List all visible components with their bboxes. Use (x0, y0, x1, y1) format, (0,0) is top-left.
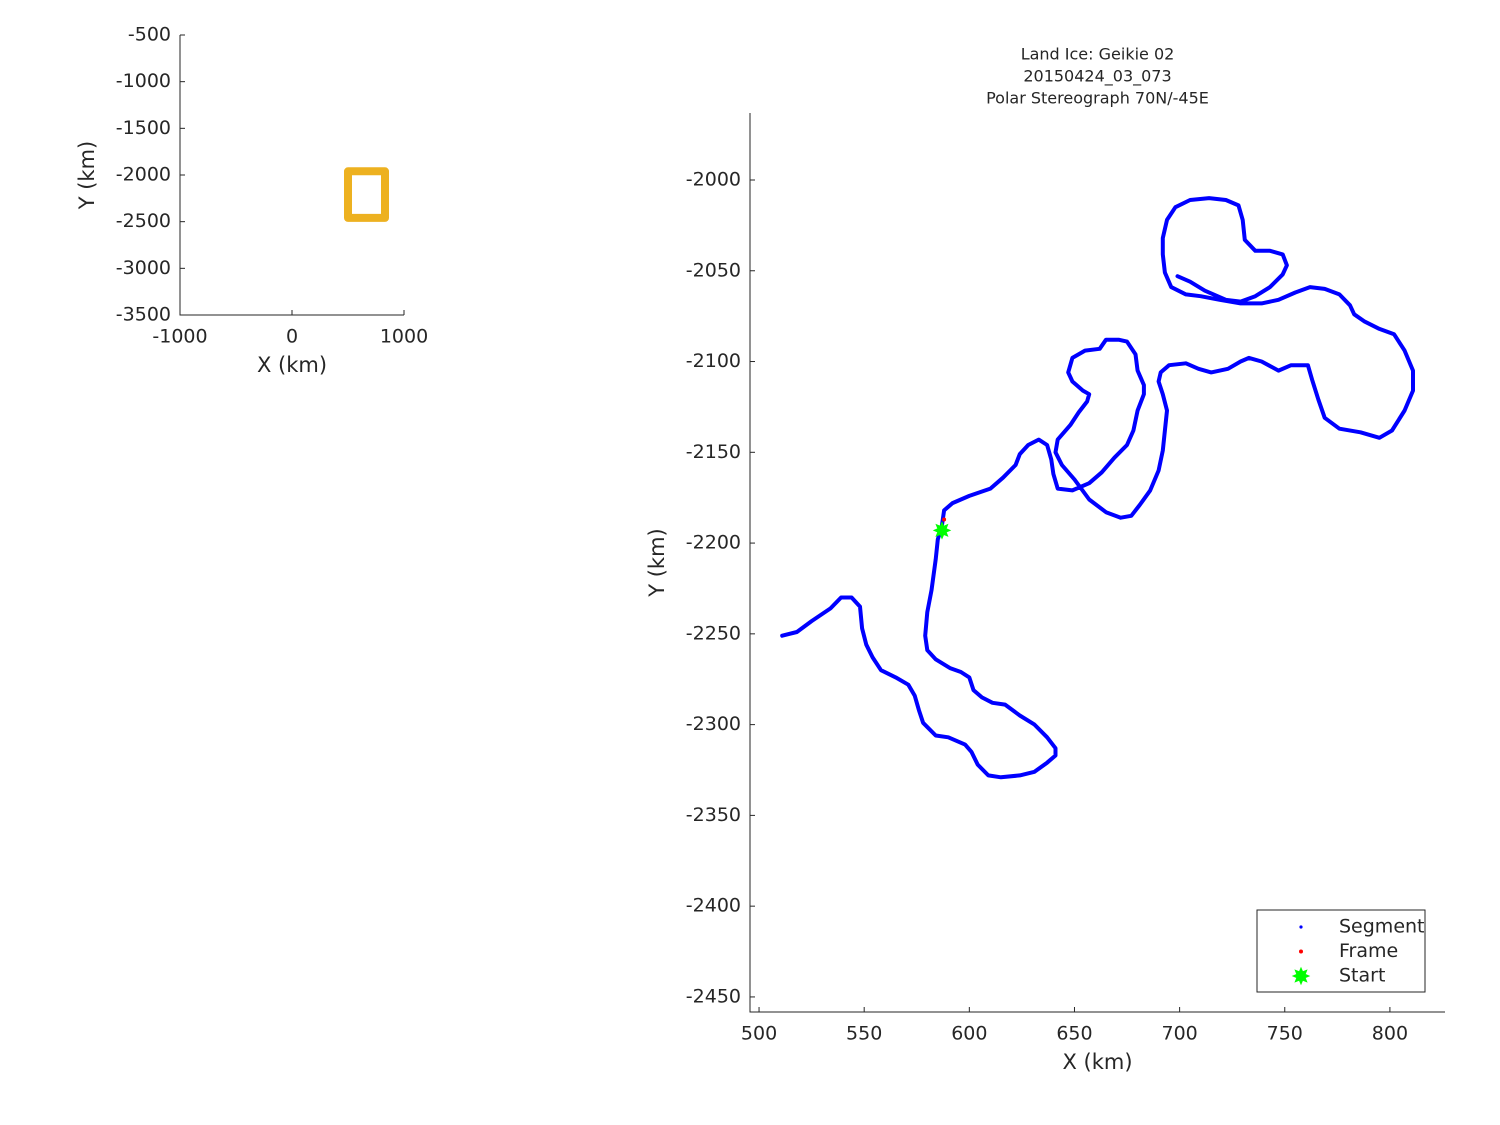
y-tick-label: -2350 (686, 804, 741, 826)
y-axis-label: Y (km) (645, 528, 669, 598)
x-axis-label: X (km) (257, 353, 327, 377)
y-tick-label: -2300 (686, 713, 741, 735)
track-line (344, 167, 389, 222)
x-tick-label: 800 (1372, 1023, 1408, 1045)
x-tick-label: 1000 (380, 326, 428, 348)
legend-marker (1291, 966, 1311, 986)
y-tick-label: -2500 (116, 210, 171, 232)
x-tick-label: 0 (286, 326, 298, 348)
y-tick-label: -2400 (686, 895, 741, 917)
x-tick-label: 750 (1267, 1023, 1303, 1045)
chart-title: Polar Stereograph 70N/-45E (986, 89, 1209, 108)
x-tick-label: -1000 (152, 326, 207, 348)
legend-label: Start (1339, 965, 1385, 987)
y-tick-label: -2250 (686, 622, 741, 644)
chart-title: Land Ice: Geikie 02 (1021, 45, 1175, 64)
y-tick-label: -3000 (116, 257, 171, 279)
x-tick-label: 600 (951, 1023, 987, 1045)
legend-entry: Start (1291, 965, 1385, 987)
y-tick-label: -1500 (116, 117, 171, 139)
legend-marker (1299, 949, 1303, 954)
y-tick-label: -500 (128, 24, 171, 46)
legend-entry: Segment (1299, 916, 1425, 938)
x-tick-label: 700 (1161, 1023, 1197, 1045)
y-tick-label: -2150 (686, 441, 741, 463)
y-axis-label: Y (km) (75, 141, 99, 211)
legend-label: Frame (1339, 940, 1398, 962)
x-tick-label: 500 (741, 1023, 777, 1045)
y-tick-label: -2000 (686, 168, 741, 190)
frame-marker (942, 517, 947, 522)
start-marker (932, 521, 952, 540)
y-tick-label: -3500 (116, 304, 171, 326)
track-line (780, 196, 1415, 780)
y-tick-label: -1000 (116, 70, 171, 92)
y-tick-label: -2100 (686, 350, 741, 372)
y-tick-label: -2000 (116, 164, 171, 186)
x-tick-label: 550 (846, 1023, 882, 1045)
legend-box (1256, 909, 1426, 993)
legend-marker (1299, 925, 1303, 929)
axes: 500 550 600 650 700 750 800 -2000 -2050 -2100 -215… (645, 45, 1445, 1074)
x-tick-label: 650 (1056, 1023, 1092, 1045)
y-tick-label: -2200 (686, 532, 741, 554)
y-tick-label: -2450 (686, 985, 741, 1007)
legend-label: Segment (1339, 916, 1425, 938)
y-tick-label: -2050 (686, 259, 741, 281)
axis-lines (749, 113, 1445, 1013)
legend-entry: Frame (1299, 940, 1398, 962)
x-axis-label: X (km) (1062, 1050, 1132, 1074)
axes: -1000 0 1000 -500 -1000 -1500 -2000 -2500 -3000 -… (75, 24, 428, 378)
chart-title: 20150424_03_073 (1023, 67, 1171, 87)
